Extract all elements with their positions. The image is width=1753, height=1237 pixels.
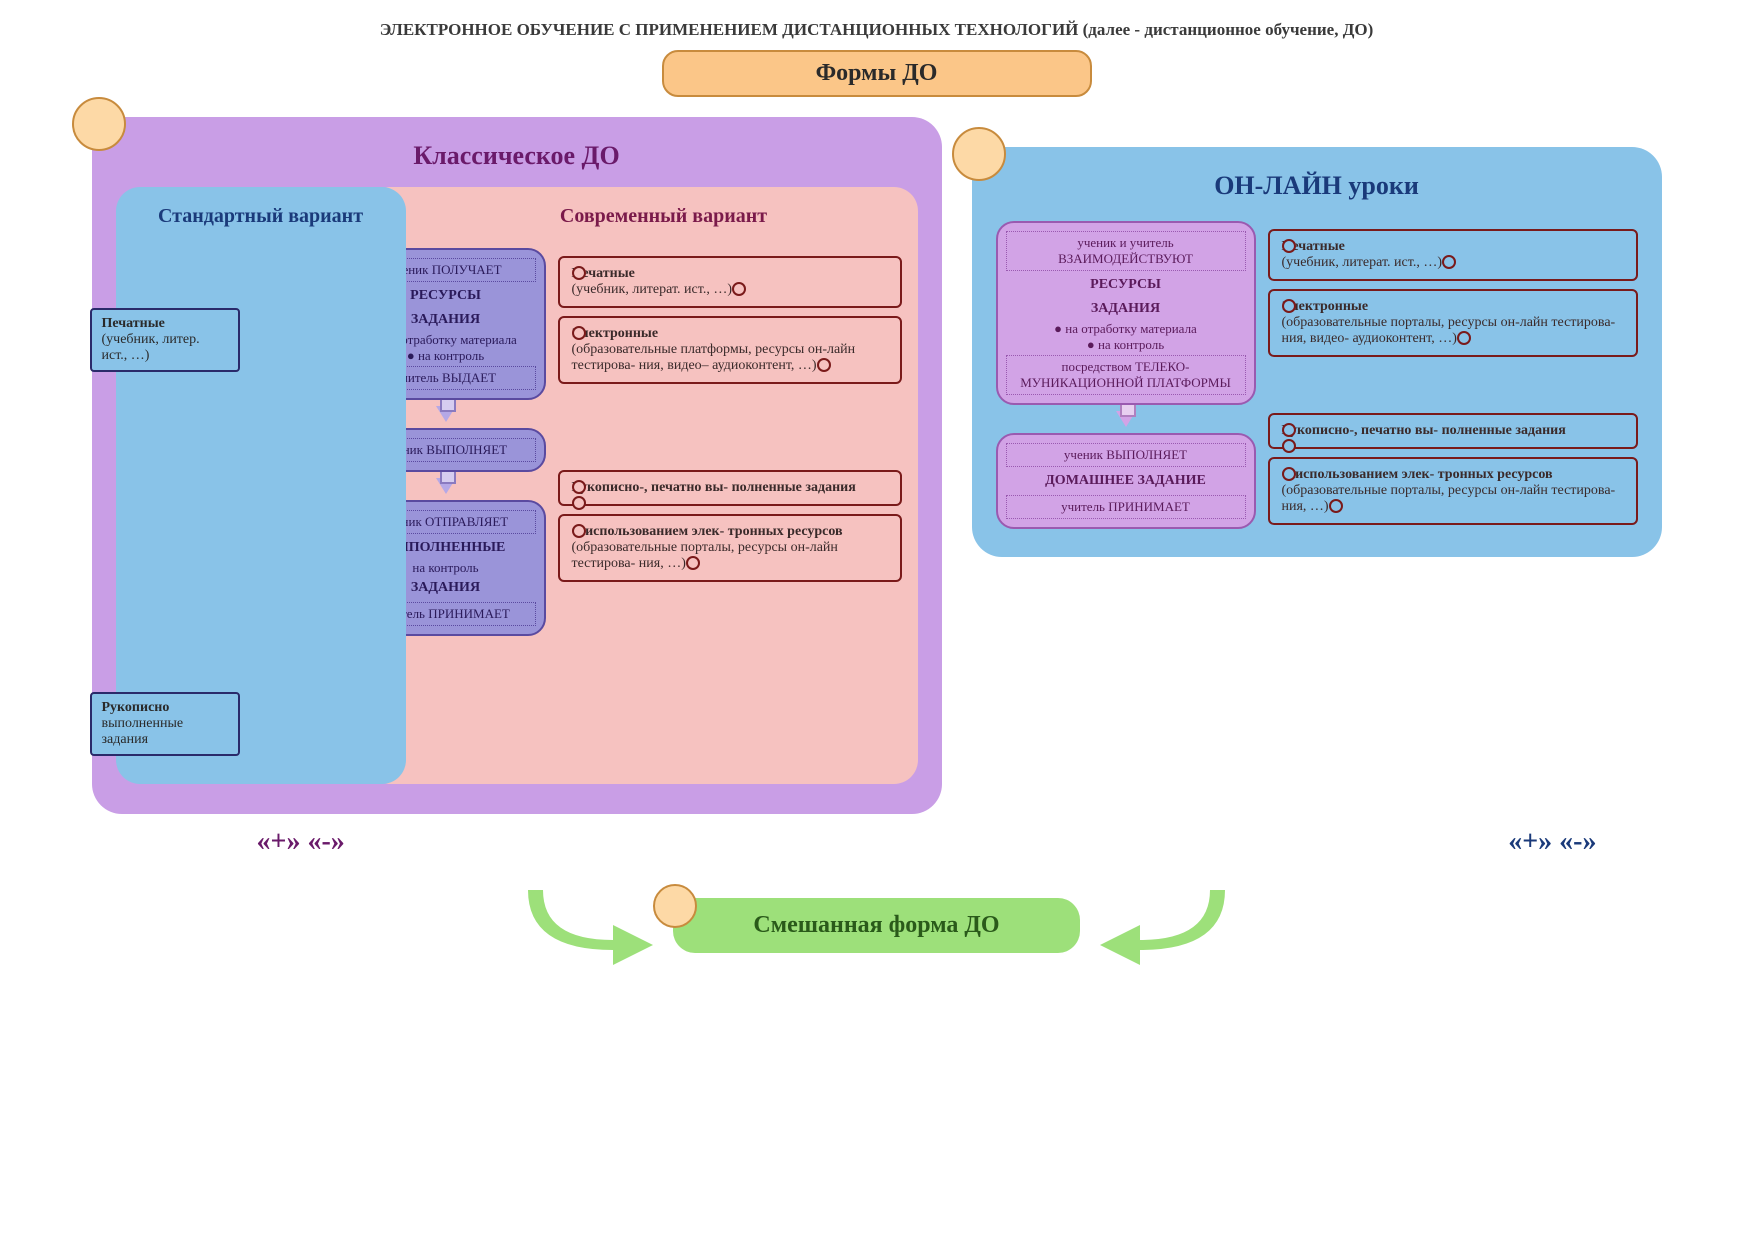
ort3-b: Рукописно-, печатно вы- полненные задани… [1282, 423, 1624, 439]
rt3-b: Рукописно-, печатно вы- полненные задани… [572, 480, 888, 496]
rt4-s: (образовательные порталы, ресурсы он-лай… [572, 540, 838, 571]
page-title: ЭЛЕКТРОННОЕ ОБУЧЕНИЕ С ПРИМЕНЕНИЕМ ДИСТА… [20, 20, 1733, 40]
online-left: ученик и учитель ВЗАИМОДЕЙСТВУЮТ РЕСУРСЫ… [996, 221, 1256, 529]
print-ticket-s: (учебник, литер. ист., …) [102, 332, 200, 363]
online-homework-box: ученик ВЫПОЛНЯЕТ ДОМАШНЕЕ ЗАДАНИЕ учител… [996, 433, 1256, 529]
ticket-print: Печатные (учебник, литерат. ист., …) [558, 256, 902, 308]
classic-panel: Классическое ДО Стандартный вариант Печа… [92, 117, 942, 814]
main-row: Классическое ДО Стандартный вариант Печа… [20, 117, 1733, 814]
right-tickets: Печатные (учебник, литерат. ист., …) Эле… [558, 248, 902, 636]
circle-icon [653, 884, 697, 928]
modern-title: Современный вариант [426, 205, 902, 228]
rt2-b: Электронные [572, 326, 888, 342]
ohw-title: ДОМАШНЕЕ ЗАДАНИЕ [1006, 469, 1246, 493]
rt1-s: (учебник, литерат. ист., …) [572, 282, 733, 297]
green-arrow-right-icon [1090, 880, 1230, 970]
mixed-pill: Смешанная форма ДО [673, 898, 1079, 953]
oticket-eres: С использованием элек- тронных ресурсов … [1268, 457, 1638, 525]
arrow-down-icon [1116, 411, 1136, 427]
print-ticket-b: Печатные [102, 316, 228, 332]
classic-inner-row: Стандартный вариант Печатные (учебник, л… [116, 187, 918, 784]
online-row: ученик и учитель ВЗАИМОДЕЙСТВУЮТ РЕСУРСЫ… [996, 221, 1638, 533]
modern-panel: Современный вариант ученик ПОЛУЧАЕТ РЕСУ… [366, 187, 918, 784]
ort1-b: Печатные [1282, 239, 1624, 255]
ort2-b: Электронные [1282, 299, 1624, 315]
ticket-handprint: Рукописно-, печатно вы- полненные задани… [558, 470, 902, 506]
ticket-eres: С использованием элек- тронных ресурсов … [558, 514, 902, 582]
arrow-down-icon [436, 478, 456, 494]
tag-oteacher-accepts: учитель ПРИНИМАЕТ [1006, 495, 1246, 519]
standard-title: Стандартный вариант [130, 205, 392, 228]
hand-ticket-b: Рукописно [102, 700, 228, 716]
otask-title: ЗАДАНИЯ [1006, 297, 1246, 321]
ores-title: РЕСУРСЫ [1006, 273, 1246, 297]
otask-line1: ● на отработку материала [1006, 321, 1246, 337]
tag-interact: ученик и учитель ВЗАИМОДЕЙСТВУЮТ [1006, 231, 1246, 271]
forms-pill: Формы ДО [662, 50, 1092, 97]
otask-line2: ● на контроль [1006, 337, 1246, 353]
print-ticket: Печатные (учебник, литер. ист., …) [90, 308, 240, 372]
oticket-print: Печатные (учебник, литерат. ист., …) [1268, 229, 1638, 281]
ort4-b: С использованием элек- тронных ресурсов [1282, 467, 1624, 483]
tag-platform: посредством ТЕЛЕКО- МУНИКАЦИОННОЙ ПЛАТФО… [1006, 355, 1246, 395]
rt4-b: С использованием элек- тронных ресурсов [572, 524, 888, 540]
plusminus-right: «+» «-» [1508, 826, 1596, 858]
circle-icon [952, 127, 1006, 181]
ticket-electronic: Электронные (образовательные платформы, … [558, 316, 902, 384]
standard-panel: Стандартный вариант Печатные (учебник, л… [116, 187, 406, 784]
tag-ostudent-performs: ученик ВЫПОЛНЯЕТ [1006, 443, 1246, 467]
mixed-label: Смешанная форма ДО [753, 912, 999, 938]
rt2-s: (образовательные платформы, ресурсы он-л… [572, 342, 856, 373]
online-resources-box: ученик и учитель ВЗАИМОДЕЙСТВУЮТ РЕСУРСЫ… [996, 221, 1256, 405]
arrow-down-icon [436, 406, 456, 422]
hand-ticket: Рукописно выполненные задания [90, 692, 240, 756]
rt1-b: Печатные [572, 266, 888, 282]
circle-icon [72, 97, 126, 151]
online-title: ОН-ЛАЙН уроки [996, 171, 1638, 201]
oticket-electronic: Электронные (образовательные порталы, ре… [1268, 289, 1638, 357]
oticket-handprint: Рукописно-, печатно вы- полненные задани… [1268, 413, 1638, 449]
hand-ticket-s: выполненные задания [102, 716, 184, 747]
online-panel: ОН-ЛАЙН уроки ученик и учитель ВЗАИМОДЕЙ… [972, 147, 1662, 557]
ort2-s: (образовательные порталы, ресурсы он-лай… [1282, 315, 1616, 346]
ort1-s: (учебник, литерат. ист., …) [1282, 255, 1443, 270]
online-right: Печатные (учебник, литерат. ист., …) Эле… [1268, 221, 1638, 533]
green-arrow-left-icon [523, 880, 663, 970]
bottom-row: Смешанная форма ДО [20, 880, 1733, 970]
ort4-s: (образовательные порталы, ресурсы он-лай… [1282, 483, 1616, 514]
plusminus-left: «+» «-» [257, 826, 345, 858]
classic-title: Классическое ДО [116, 141, 918, 171]
